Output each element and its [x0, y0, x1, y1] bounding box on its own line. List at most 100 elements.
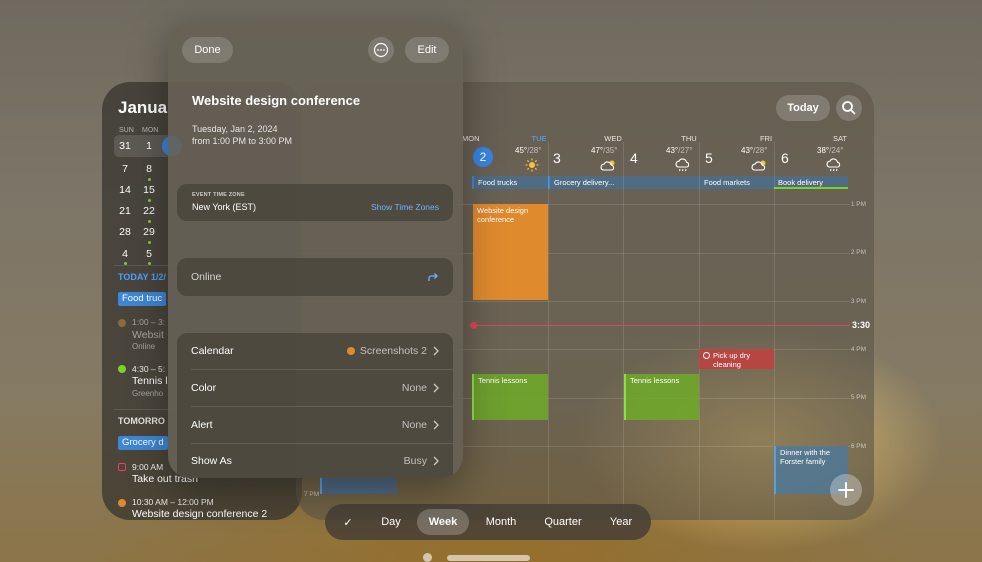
reminder-checkbox-icon[interactable]: [118, 463, 126, 471]
today-button[interactable]: Today: [776, 95, 830, 121]
calendar-event[interactable]: Dinner with the Forster family: [774, 446, 848, 494]
hour-line: [296, 301, 850, 302]
row-label: Calendar: [191, 345, 234, 357]
all-day-chip[interactable]: Grocery d: [118, 436, 168, 450]
all-day-event[interactable]: Food markets: [700, 176, 774, 189]
day-number[interactable]: 4: [630, 150, 638, 166]
today-section-header: TODAY 1/2/: [118, 272, 166, 282]
mini-day[interactable]: 7: [122, 163, 128, 175]
mini-day[interactable]: 1: [146, 140, 152, 152]
current-time-dot: [470, 322, 477, 329]
mini-day[interactable]: 5: [146, 248, 152, 260]
row-label: Color: [191, 382, 217, 394]
alert-row[interactable]: Alert None: [177, 407, 453, 444]
view-week[interactable]: Week: [417, 509, 469, 535]
event-date: Tuesday, Jan 2, 2024: [192, 124, 278, 134]
today-day-number[interactable]: 2: [473, 147, 493, 167]
grid-line: [623, 142, 624, 520]
mini-day[interactable]: 4: [122, 248, 128, 260]
share-arrow-icon[interactable]: [427, 271, 439, 283]
show-time-zones-link[interactable]: Show Time Zones: [370, 202, 439, 212]
day-number[interactable]: 5: [705, 150, 713, 166]
event-location: Online: [132, 342, 156, 351]
calendar-event[interactable]: [320, 476, 397, 494]
event-location: Greenho: [132, 389, 164, 398]
window-grabber[interactable]: [447, 555, 530, 561]
temperature: 43°/27°: [666, 146, 693, 155]
window-close-dot[interactable]: [423, 553, 432, 562]
hour-line: [296, 204, 850, 205]
view-month[interactable]: Month: [485, 516, 517, 528]
mini-day[interactable]: 21: [119, 205, 131, 217]
hour-line: [296, 349, 850, 350]
temperature: 43°/28°: [741, 146, 768, 155]
add-event-button[interactable]: [830, 474, 862, 506]
mini-day[interactable]: 28: [119, 226, 131, 238]
hour-label: 6 PM: [850, 443, 866, 450]
reminder-event[interactable]: Pick up dry cleaning: [699, 349, 774, 369]
color-row[interactable]: Color None: [177, 370, 453, 407]
grid-line: [699, 142, 700, 520]
event-title: Website design conference: [192, 93, 361, 108]
calendar-event[interactable]: Tennis lessons: [472, 374, 548, 420]
mini-day[interactable]: 14: [119, 184, 131, 196]
dow-header: MON: [462, 134, 480, 143]
temperature: 38°/24°: [817, 146, 844, 155]
calendar-event[interactable]: Website design conference: [473, 204, 548, 300]
cloud-rain-icon: [826, 158, 841, 172]
magnifier-icon: [842, 101, 856, 115]
calendar-row[interactable]: Calendar Screenshots 2: [177, 333, 453, 370]
view-year[interactable]: Year: [609, 516, 633, 528]
mini-day[interactable]: 22: [143, 205, 155, 217]
reminder-circle-icon[interactable]: [703, 352, 710, 359]
day-number[interactable]: 3: [553, 150, 561, 166]
grid-line: [774, 142, 775, 520]
event-color-dot: [118, 319, 126, 327]
event-dot: [148, 178, 151, 181]
dow-header: THU: [681, 134, 697, 143]
event-title[interactable]: Websit: [132, 329, 164, 341]
edit-button[interactable]: Edit: [405, 37, 449, 63]
dow-header: SAT: [832, 134, 848, 143]
mini-day[interactable]: 8: [146, 163, 152, 175]
reminder-title: Pick up dry cleaning: [713, 351, 751, 369]
view-day[interactable]: Day: [381, 516, 401, 528]
cloud-rain-icon: [675, 158, 690, 172]
mini-day[interactable]: 15: [143, 184, 155, 196]
event-time: 4:30 – 5:: [132, 364, 166, 374]
dow-header: WED: [604, 134, 622, 143]
dow-header: FRI: [759, 134, 773, 143]
row-value: Busy: [403, 455, 427, 467]
all-day-event[interactable]: Food trucks: [472, 176, 548, 189]
plus-icon: [838, 482, 854, 498]
hour-label: 3 PM: [850, 298, 866, 305]
checkmark-button[interactable]: ✓: [343, 516, 353, 529]
hour-label: 5 PM: [850, 394, 866, 401]
event-time-range: from 1:00 PM to 3:00 PM: [192, 136, 293, 146]
location-card[interactable]: Online: [177, 258, 453, 296]
hour-line: [296, 398, 850, 399]
day-number[interactable]: 6: [781, 150, 789, 166]
chevron-right-icon: [433, 456, 439, 466]
time-zone-card: EVENT TIME ZONE New York (EST) Show Time…: [177, 184, 453, 221]
row-label: Show As: [191, 455, 232, 467]
more-button[interactable]: [368, 37, 394, 63]
dow-header: TUE: [531, 134, 547, 143]
view-quarter[interactable]: Quarter: [544, 516, 582, 528]
mini-day[interactable]: 29: [143, 226, 155, 238]
chevron-right-icon: [433, 420, 439, 430]
event-title[interactable]: Tennis l: [132, 375, 168, 387]
done-button[interactable]: Done: [182, 37, 233, 63]
row-value: None: [401, 419, 427, 431]
mini-day[interactable]: 31: [119, 140, 131, 152]
calendar-event[interactable]: Tennis lessons: [624, 374, 699, 420]
all-day-event[interactable]: Book delivery: [774, 176, 848, 189]
event-dot: [124, 262, 127, 265]
search-button[interactable]: [836, 95, 862, 121]
all-day-chip[interactable]: Food truc: [118, 292, 167, 306]
view-switcher: ✓ Day Week Month Quarter Year: [325, 504, 651, 540]
event-title[interactable]: Website design conference 2: [132, 508, 268, 520]
all-day-event[interactable]: Grocery delivery...: [548, 176, 700, 189]
time-zone-value: New York (EST): [192, 202, 257, 212]
show-as-row[interactable]: Show As Busy: [177, 443, 453, 478]
